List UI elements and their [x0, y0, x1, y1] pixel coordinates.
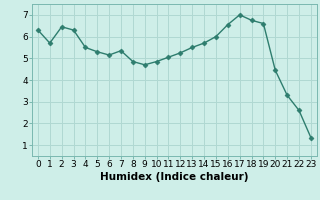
X-axis label: Humidex (Indice chaleur): Humidex (Indice chaleur) — [100, 172, 249, 182]
